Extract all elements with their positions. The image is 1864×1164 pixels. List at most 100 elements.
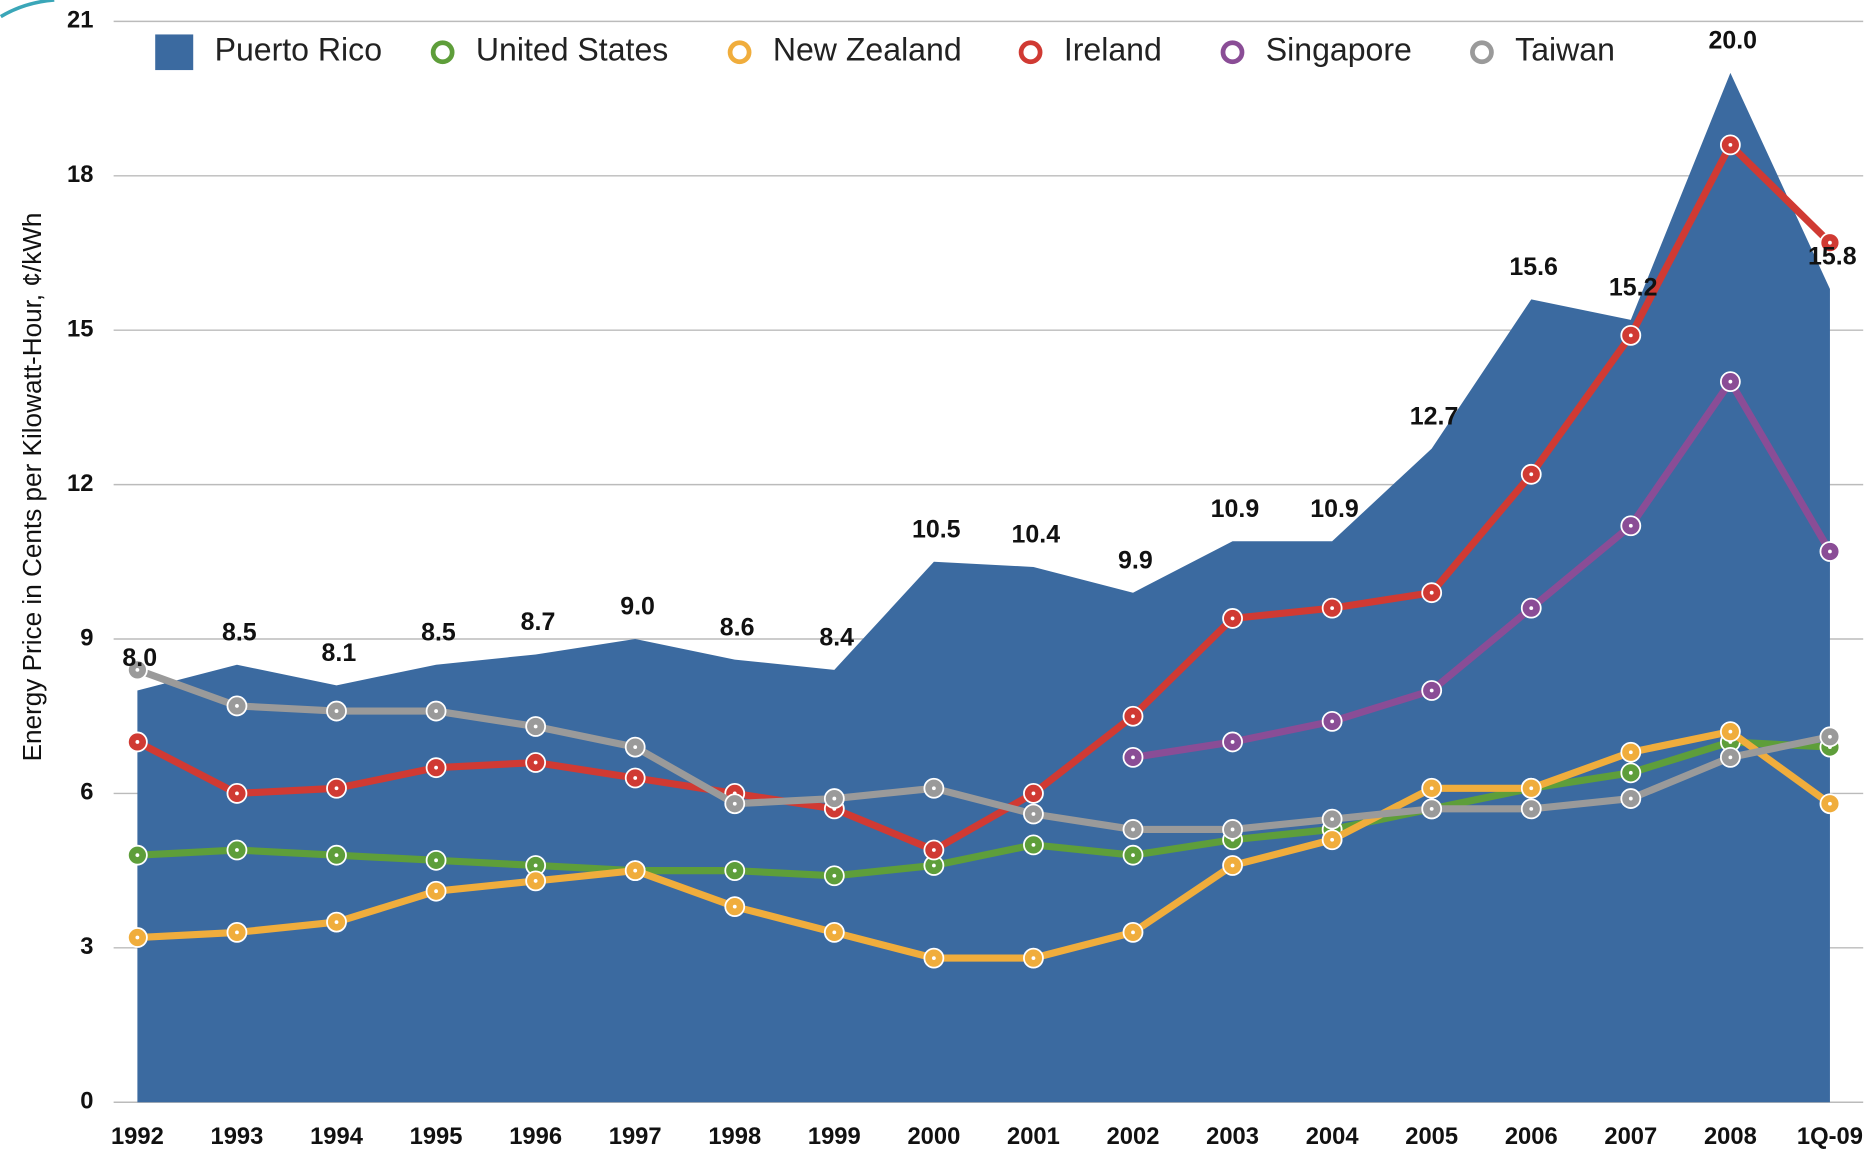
point-center: [1628, 523, 1633, 528]
point-center: [1031, 956, 1036, 961]
x-tick-label: 2005: [1405, 1123, 1458, 1150]
line: [137, 728, 1833, 962]
point-center: [1529, 786, 1534, 791]
point-center: [1529, 806, 1534, 811]
point-center: [235, 791, 239, 796]
point-center: [1728, 755, 1733, 760]
point-center: [931, 863, 936, 868]
x-tick-label: 1Q-09: [1797, 1123, 1863, 1150]
point-center: [931, 786, 936, 791]
data-label: 15.8: [1808, 243, 1857, 271]
point-center: [1828, 801, 1832, 806]
line: [135, 141, 1833, 854]
y-tick-label: 0: [80, 1088, 93, 1115]
legend-swatch: [1470, 40, 1494, 65]
data-label: 10.5: [912, 516, 961, 544]
point-center: [1628, 750, 1633, 755]
data-label: 10.9: [1211, 495, 1260, 523]
point-center: [1330, 606, 1335, 611]
point-center: [633, 745, 638, 749]
point-center: [732, 868, 737, 873]
x-tick-label: 2008: [1704, 1123, 1757, 1150]
x-tick-label: 1994: [310, 1123, 364, 1150]
data-label: 10.4: [1012, 521, 1061, 549]
data-label: 10.9: [1310, 495, 1359, 523]
y-tick-label: 12: [67, 470, 93, 497]
point-center: [533, 863, 538, 868]
point-center: [1230, 616, 1235, 621]
data-label: 8.1: [322, 639, 357, 667]
point-center: [1429, 806, 1434, 811]
data-label: 15.6: [1509, 253, 1558, 281]
legend-swatch: [155, 34, 194, 71]
point-center: [1031, 842, 1036, 847]
legend-swatch: [1018, 40, 1043, 65]
x-tick-label: 1999: [808, 1123, 861, 1150]
data-label: 8.0: [122, 644, 157, 672]
point-center: [732, 904, 737, 909]
point-center: [832, 796, 837, 801]
point-center: [1230, 863, 1235, 868]
point-center: [633, 868, 638, 873]
point-center: [1330, 719, 1335, 724]
y-tick-label: 3: [80, 933, 93, 960]
y-tick-label: 9: [80, 624, 93, 651]
point-center: [1828, 240, 1832, 245]
point-center: [931, 848, 936, 852]
x-tick-label: 2003: [1206, 1123, 1259, 1150]
point-center: [334, 786, 339, 791]
point-center: [135, 935, 140, 940]
x-tick-label: 1995: [410, 1123, 463, 1150]
point-center: [832, 930, 837, 935]
y-axis-label: Energy Price in Cents per Kilowatt-Hour,…: [17, 213, 47, 762]
point-center: [1131, 755, 1135, 760]
legend-label: New Zealand: [773, 32, 962, 68]
x-tick-label: 2006: [1505, 1123, 1558, 1150]
point-center: [1330, 837, 1335, 842]
legend-label: United States: [476, 32, 668, 68]
point-center: [633, 776, 638, 780]
legend-label: Puerto Rico: [215, 32, 382, 68]
point-center: [1230, 827, 1235, 832]
data-label: 8.4: [819, 624, 854, 652]
data-label: 8.5: [421, 618, 456, 646]
labels: 1992 1993 1994 1995 1996 1997 1998 1999 2000 2001…: [111, 27, 1863, 1151]
x-tick-label: 1992: [111, 1123, 164, 1150]
point-center: [1529, 472, 1534, 477]
x-tick-label: 2002: [1107, 1123, 1160, 1150]
x-tick-label: 1997: [609, 1123, 662, 1150]
point-center: [135, 740, 140, 744]
point-center: [1828, 549, 1832, 554]
area: [137, 72, 1830, 1103]
point-center: [1031, 812, 1036, 816]
x-tick-label: 1998: [708, 1123, 761, 1150]
point-center: [1131, 853, 1135, 858]
point-center: [1529, 606, 1534, 611]
data-label: 8.6: [720, 613, 755, 641]
point-center: [434, 709, 438, 713]
point-center: [334, 853, 339, 858]
point-center: [434, 765, 438, 770]
legend-label: Taiwan: [1515, 32, 1615, 68]
point-center: [533, 760, 538, 765]
point-center: [235, 930, 239, 935]
x-tick-label: 1996: [509, 1123, 562, 1150]
point-center: [832, 873, 837, 878]
x-tick-label: 2000: [907, 1123, 960, 1150]
point-center: [732, 801, 737, 806]
point-center: [1628, 333, 1633, 338]
data-label: 20.0: [1708, 27, 1757, 55]
y-tick-label: 21: [67, 7, 93, 34]
point-center: [1031, 791, 1036, 796]
legend: Puerto Rico United States New Zealand Irela…: [155, 32, 1615, 71]
point-center: [1429, 590, 1434, 595]
legend-swatch: [1220, 40, 1245, 65]
point-center: [1131, 827, 1135, 832]
point-center: [1131, 930, 1135, 935]
y-tick-label: 15: [67, 315, 93, 342]
point-center: [1828, 734, 1832, 739]
point-center: [1728, 143, 1733, 147]
point-center: [235, 848, 239, 852]
point-center: [434, 889, 438, 894]
